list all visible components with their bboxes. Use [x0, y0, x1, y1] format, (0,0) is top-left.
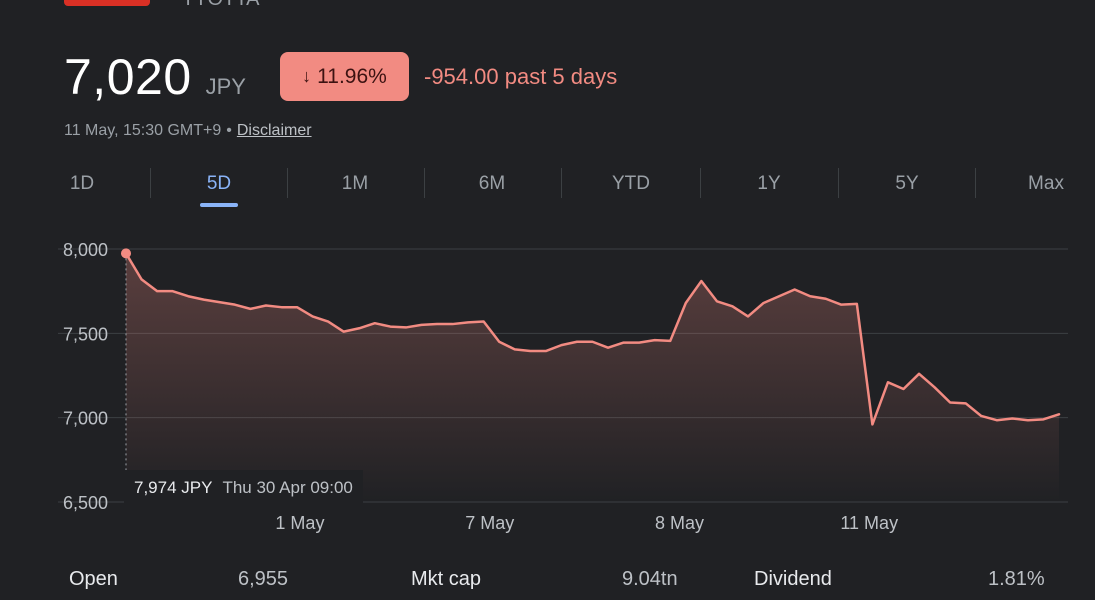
x-tick-label: 1 May: [275, 513, 324, 533]
y-tick-label: 6,500: [63, 493, 108, 513]
tooltip-time: Thu 30 Apr 09:00: [222, 478, 353, 497]
y-tick-label: 7,500: [63, 324, 108, 344]
price-row: 7,020 JPY: [64, 48, 246, 106]
tab-max[interactable]: Max: [1028, 173, 1064, 194]
change-absolute: -954.00 past 5 days: [424, 64, 618, 89]
tab-6m[interactable]: 6M: [478, 173, 506, 194]
tab-divider: [700, 168, 701, 198]
brand-logo: [64, 0, 150, 6]
price-line: [124, 252, 1061, 426]
stat-label-open: Open: [69, 568, 118, 590]
change-percent-badge: ↓ 11.96%: [280, 52, 409, 101]
highlight-point: [121, 248, 131, 259]
tab-divider: [287, 168, 288, 198]
tab-divider: [975, 168, 976, 198]
stock-name: TYOTTA: [182, 0, 259, 11]
stat-value-mkt-cap: 9.04tn: [622, 568, 678, 590]
price-area: [126, 253, 1059, 502]
stat-label-mkt-cap: Mkt cap: [411, 568, 482, 590]
tab-divider: [838, 168, 839, 198]
x-tick-label: 8 May: [655, 513, 704, 533]
tab-1d[interactable]: 1D: [69, 173, 95, 194]
tab-5y[interactable]: 5Y: [895, 173, 919, 194]
tab-1m[interactable]: 1M: [341, 173, 369, 194]
tab-divider: [561, 168, 562, 198]
timestamp: 11 May, 15:30 GMT+9: [64, 122, 222, 139]
meta-separator: •: [226, 122, 232, 139]
disclaimer-link[interactable]: Disclaimer: [236, 122, 312, 139]
tab-1y[interactable]: 1Y: [757, 173, 781, 194]
currency-label: JPY: [205, 74, 246, 99]
tab-5d[interactable]: 5D: [169, 165, 269, 203]
tab-ytd[interactable]: YTD: [612, 173, 650, 194]
tooltip-price: 7,974 JPY: [134, 478, 213, 497]
tab-divider: [150, 168, 151, 198]
chart-tooltip: 7,974 JPY Thu 30 Apr 09:00: [124, 470, 363, 506]
stat-label-dividend: Dividend: [754, 568, 832, 590]
arrow-down-icon: ↓: [302, 66, 312, 86]
x-tick-label: 7 May: [465, 513, 514, 533]
tab-divider: [424, 168, 425, 198]
quote-meta: 11 May, 15:30 GMT+9 • Disclaimer: [64, 122, 312, 140]
stat-value-dividend: 1.81%: [988, 568, 1045, 590]
y-tick-label: 7,000: [63, 409, 108, 429]
change-percent: 11.96%: [317, 64, 387, 88]
x-tick-label: 11 May: [840, 513, 898, 533]
stat-value-open: 6,955: [238, 568, 289, 590]
range-tabs: 1D 5D 1M 6M YTD 1Y 5Y Max: [0, 165, 1095, 205]
y-tick-label: 8,000: [63, 240, 108, 260]
current-price: 7,020: [64, 49, 192, 105]
